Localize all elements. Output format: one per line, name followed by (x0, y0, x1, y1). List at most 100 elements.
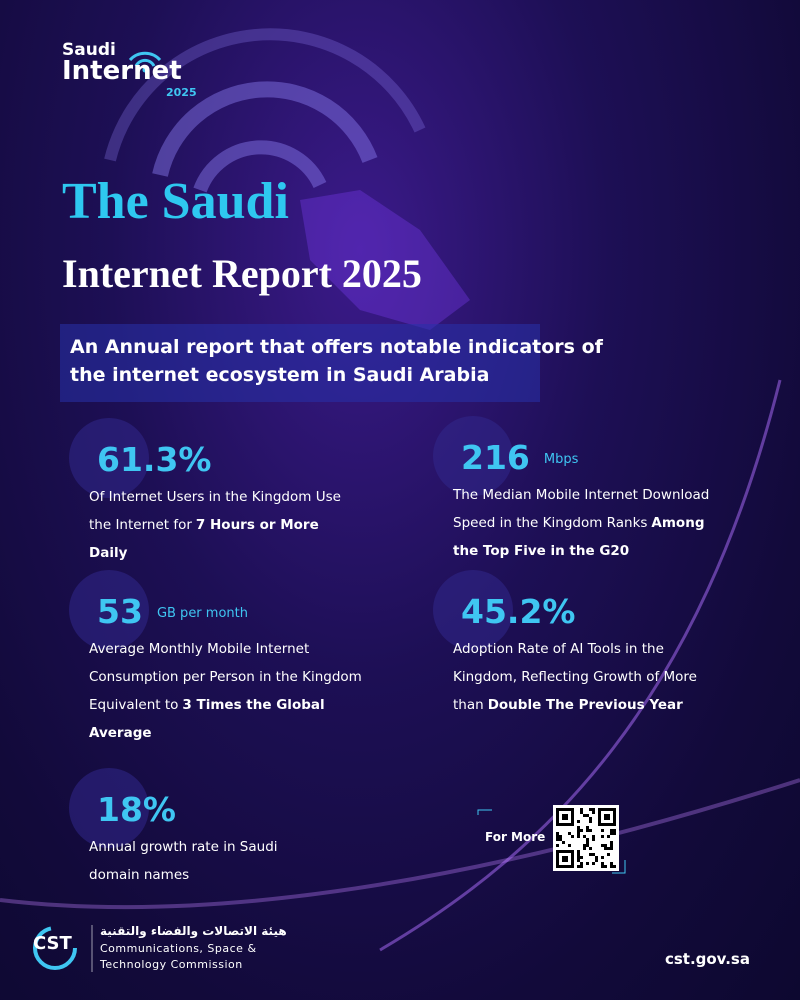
stat-description: The Median Mobile Internet Download Spee… (453, 481, 733, 565)
qr-module (601, 844, 604, 847)
qr-module (589, 847, 592, 850)
stat-value: 45.2% (461, 592, 703, 631)
qr-module (577, 832, 580, 835)
qr-module (610, 844, 613, 847)
stat: 61.3% Of Internet Users in the Kingdom Us… (69, 418, 359, 567)
qr-module (586, 844, 589, 847)
title: Internet Report 2025 (62, 251, 422, 296)
description-highlight: Double The Previous Year (487, 697, 683, 713)
stat: 53 GB per month Average Monthly Mobile Int… (69, 570, 364, 747)
stat-number: 18% (97, 790, 176, 829)
stat-description: Average Monthly Mobile Internet Consumpt… (89, 635, 364, 747)
stat-value: 61.3% (97, 440, 359, 479)
stat-circle (69, 768, 149, 848)
description-text: Average Monthly Mobile Internet Consumpt… (89, 641, 362, 713)
qr-module (604, 844, 607, 847)
stat: 45.2% Adoption Rate of AI Tools in the Ki… (433, 570, 703, 719)
qr-module (577, 853, 580, 856)
qr-module (583, 835, 586, 838)
qr-module (559, 838, 562, 841)
qr-module (577, 835, 580, 838)
qr-module (613, 865, 616, 868)
qr-module (577, 865, 580, 868)
qr-module (595, 859, 598, 862)
qr-code[interactable] (553, 805, 619, 871)
stat-circle (433, 570, 513, 650)
qr-module (586, 829, 589, 832)
description-highlight: 7 Hours or More Daily (89, 517, 319, 561)
qr-module (580, 865, 583, 868)
qr-module (601, 835, 604, 838)
qr-module (610, 841, 613, 844)
footer-org: Communications, Space & (100, 942, 257, 955)
qr-module (589, 829, 592, 832)
qr-module (592, 811, 595, 814)
description-text: Of Internet Users in the Kingdom Use the… (89, 489, 341, 533)
qr-module (601, 829, 604, 832)
stat-unit: Mbps (543, 452, 579, 467)
logo-saudi: Saudi (62, 40, 116, 60)
qr-module (595, 856, 598, 859)
description-text: Annual growth rate in Saudi domain names (89, 839, 278, 883)
qr-module (601, 856, 604, 859)
qr-module (556, 832, 559, 835)
qr-module (556, 844, 559, 847)
qr-module (610, 865, 613, 868)
qr-module (577, 859, 580, 862)
description-highlight: Among the Top Five in the G20 (453, 515, 705, 559)
qr-module (562, 814, 568, 820)
qr-module (577, 829, 580, 832)
description-text: Adoption Rate of AI Tools in the Kingdom… (453, 641, 697, 713)
stat-unit: GB per month (156, 606, 248, 621)
subtitle: An Annual report that offers notable ind… (70, 336, 603, 386)
qr-module (586, 814, 589, 817)
stat-circle (433, 416, 513, 496)
qr-module (589, 820, 592, 823)
qr-module (577, 820, 580, 823)
stat: 18% Annual growth rate in Saudi domain na… (69, 768, 289, 889)
qr-module (577, 826, 580, 829)
qr-module (613, 832, 616, 835)
qr-module (604, 865, 607, 868)
qr-module (589, 853, 592, 856)
qr-module (589, 817, 592, 820)
logo-year: 2025 (166, 86, 197, 99)
qr-module (592, 808, 595, 811)
qr-module (562, 841, 565, 844)
qr-module (592, 862, 595, 865)
stat-number: 45.2% (461, 592, 576, 631)
qr-module (583, 847, 586, 850)
qr-module (610, 829, 613, 832)
qr-module (568, 844, 571, 847)
qr-module (601, 862, 604, 865)
footer-org: Technology Commission (100, 958, 243, 971)
qr-module (601, 865, 604, 868)
footer-logo: CST (33, 933, 72, 954)
description-highlight: 3 Times the Global Average (89, 697, 325, 741)
qr-module (586, 841, 589, 844)
qr-module (586, 838, 589, 841)
qr-module (589, 808, 592, 811)
stat-description: Annual growth rate in Saudi domain names (89, 833, 289, 889)
qr-module (607, 853, 610, 856)
qr-module (592, 835, 595, 838)
qr-module (580, 811, 583, 814)
stat-description: Of Internet Users in the Kingdom Use the… (89, 483, 359, 567)
qr-module (592, 838, 595, 841)
qr-module (610, 847, 613, 850)
logo-internet: Internet (62, 56, 182, 86)
footer-url[interactable]: cst.gov.sa (664, 950, 750, 968)
stat-number: 53 (97, 592, 143, 631)
qr-module (592, 853, 595, 856)
qr-module (568, 832, 571, 835)
stat-circle (69, 418, 149, 498)
description-text: The Median Mobile Internet Download Spee… (453, 487, 710, 531)
stat-value: 216 Mbps (461, 438, 733, 477)
qr-module (583, 814, 586, 817)
qr-module (577, 850, 580, 853)
qr-label: For More (485, 830, 546, 844)
qr-module (580, 862, 583, 865)
qr-module (556, 835, 559, 838)
qr-module (577, 856, 580, 859)
